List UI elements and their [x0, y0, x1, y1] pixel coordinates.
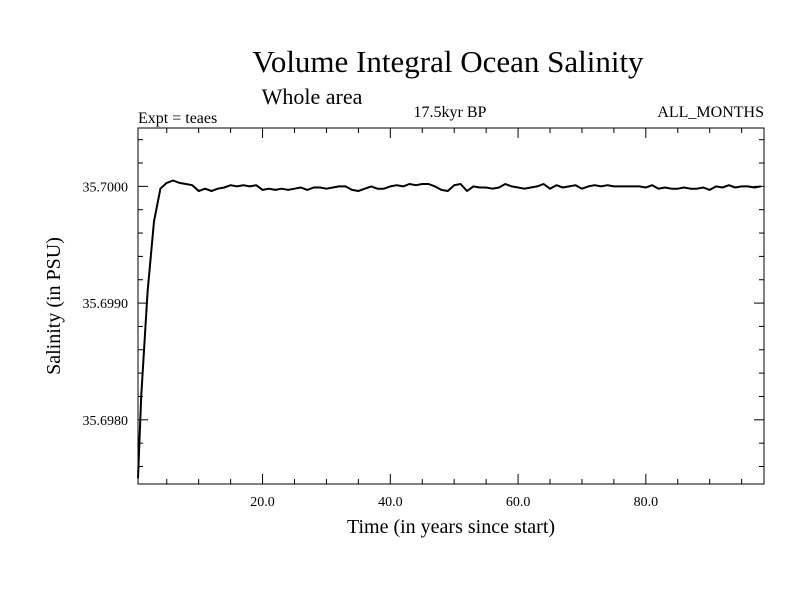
period-label: 17.5kyr BP: [414, 104, 487, 121]
plot-frame: [137, 127, 765, 485]
chart-subtitle: Whole area: [262, 84, 363, 109]
x-tick-label: 40.0: [378, 495, 403, 510]
axis-ticks: [138, 128, 764, 484]
y-tick-label: 35.7000: [83, 180, 129, 195]
x-axis-label: Time (in years since start): [347, 516, 555, 538]
axis-tick-labels: 20.0 40.0 60.0 80.0 35.6980 35.6990 35.7000: [83, 180, 659, 510]
y-tick-label: 35.6980: [83, 414, 129, 429]
x-tick-label: 20.0: [250, 495, 275, 510]
chart-title: Volume Integral Ocean Salinity: [252, 44, 644, 79]
x-tick-label: 60.0: [506, 495, 531, 510]
plot-area: 20.0 40.0 60.0 80.0 35.6980 35.6990 35.7000: [83, 127, 765, 510]
salinity-series-line: [137, 179, 761, 479]
x-tick-label: 80.0: [634, 495, 659, 510]
months-label: ALL_MONTHS: [657, 104, 764, 121]
y-tick-label: 35.6990: [83, 297, 129, 312]
experiment-label: Expt = teaes: [138, 110, 217, 127]
y-axis-label: Salinity (in PSU): [43, 237, 65, 375]
